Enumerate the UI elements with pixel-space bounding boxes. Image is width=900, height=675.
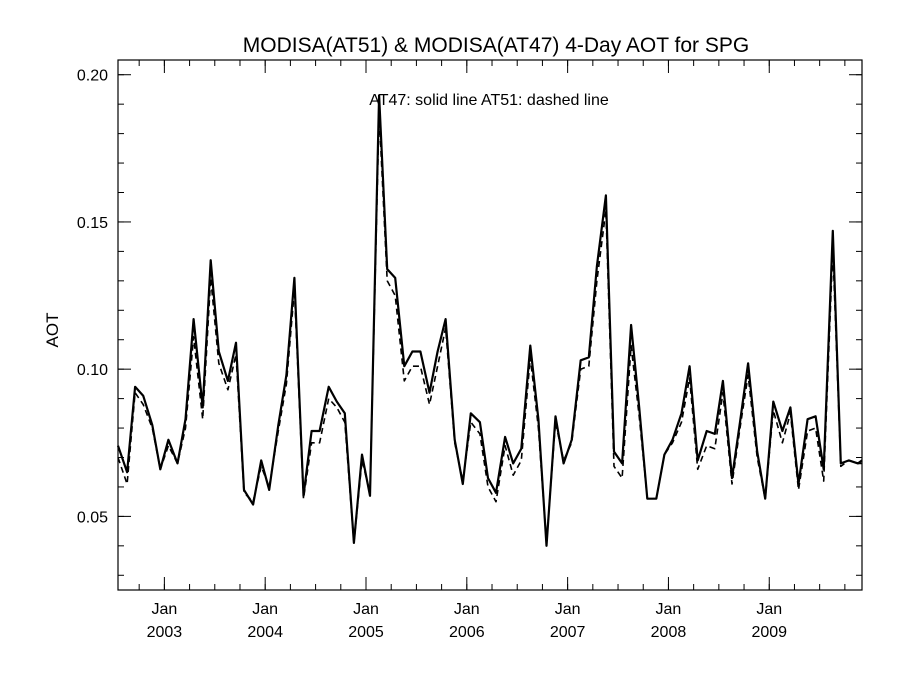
x-tick-label-year: 2009 <box>751 624 787 641</box>
x-tick-label-month: Jan <box>756 601 782 618</box>
series-group <box>116 94 863 547</box>
axes-group: 0.05 0.10 0.15 0.20 Jan 2003 Jan 2004 Jan 2005 Jan… <box>77 59 863 641</box>
y-tick-label: 0.10 <box>77 362 108 379</box>
x-tick-label-month: Jan <box>353 601 379 618</box>
x-tick-label-year: 2003 <box>147 624 183 641</box>
x-tick-label-year: 2008 <box>651 624 687 641</box>
x-tick-label-month: Jan <box>555 601 581 618</box>
y-tick-label: 0.05 <box>77 509 108 526</box>
y-axis-label: AOT <box>43 313 62 348</box>
chart-title: MODISA(AT51) & MODISA(AT47) 4-Day AOT fo… <box>243 34 749 57</box>
x-tick-label-month: Jan <box>454 601 480 618</box>
plot-frame <box>117 59 863 591</box>
series-line-at47 <box>116 94 863 547</box>
x-tick-label-month: Jan <box>656 601 682 618</box>
legend-annotation: AT47: solid line AT51: dashed line <box>369 92 609 109</box>
x-tick-label-year: 2005 <box>348 624 384 641</box>
y-tick-label: 0.15 <box>77 215 108 232</box>
series-line-at51 <box>117 112 862 544</box>
x-tick-label-month: Jan <box>151 601 177 618</box>
x-tick-label-month: Jan <box>252 601 278 618</box>
x-tick-label-year: 2007 <box>550 624 586 641</box>
y-tick-label: 0.20 <box>77 68 108 85</box>
x-tick-label-year: 2006 <box>449 624 485 641</box>
x-tick-label-year: 2004 <box>247 624 283 641</box>
